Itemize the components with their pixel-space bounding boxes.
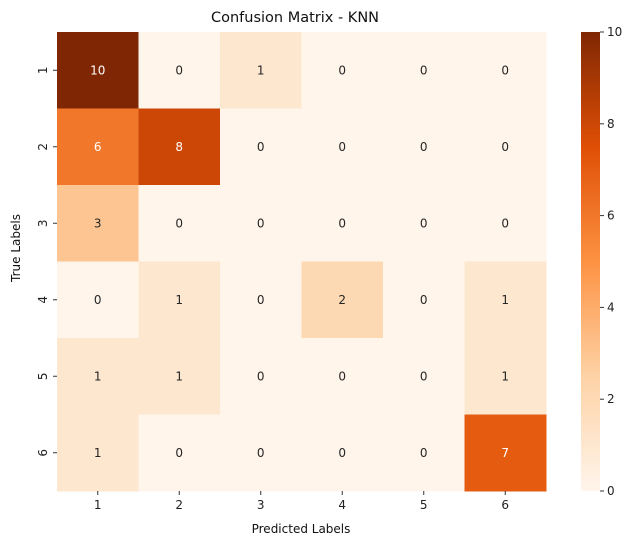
heatmap-cell-r2-c1 bbox=[57, 108, 139, 186]
heatmap-cell-r2-c2 bbox=[138, 108, 221, 186]
x-tick-label: 1 bbox=[94, 498, 102, 512]
heatmap-cell-r6-c5 bbox=[383, 414, 465, 492]
x-tick-label: 6 bbox=[501, 498, 509, 512]
cell-value-label: 10 bbox=[90, 63, 105, 77]
heatmap-cell-r6-c1 bbox=[57, 414, 139, 492]
heatmap-cell-r4-c3 bbox=[220, 261, 302, 339]
cell-value-label: 0 bbox=[175, 216, 183, 230]
cell-value-label: 0 bbox=[420, 369, 428, 383]
cell-value-label: 0 bbox=[94, 293, 102, 307]
heatmap-cell-r6-c6 bbox=[464, 414, 547, 492]
cell-value-label: 0 bbox=[175, 63, 183, 77]
heatmap-cell-r3-c3 bbox=[220, 185, 302, 262]
cell-value-label: 0 bbox=[257, 369, 265, 383]
heatmap-cell-r4-c1 bbox=[57, 261, 139, 339]
cell-value-label: 0 bbox=[420, 293, 428, 307]
cell-value-label: 1 bbox=[94, 369, 102, 383]
heatmap-cell-r1-c3 bbox=[220, 32, 302, 109]
colorbar-tick-label: 8 bbox=[607, 117, 615, 131]
cell-value-label: 1 bbox=[175, 369, 183, 383]
colorbar-tick-label: 4 bbox=[607, 300, 615, 314]
cell-value-label: 8 bbox=[175, 140, 183, 154]
cell-value-label: 0 bbox=[338, 369, 346, 383]
heatmap-cell-r5-c1 bbox=[57, 338, 139, 415]
cell-value-label: 0 bbox=[501, 63, 509, 77]
y-tick-label: 1 bbox=[36, 66, 50, 74]
cell-value-label: 0 bbox=[420, 216, 428, 230]
cell-value-label: 3 bbox=[94, 216, 102, 230]
heatmap-cell-r5-c2 bbox=[138, 338, 221, 415]
cell-value-label: 0 bbox=[338, 446, 346, 460]
cell-value-label: 0 bbox=[338, 216, 346, 230]
colorbar-gradient bbox=[581, 32, 600, 491]
colorbar-tick-label: 6 bbox=[607, 209, 615, 223]
heatmap-cell-r6-c2 bbox=[138, 414, 221, 492]
heatmap-cell-r2-c3 bbox=[220, 108, 302, 186]
cell-value-label: 0 bbox=[257, 216, 265, 230]
cell-value-label: 0 bbox=[257, 293, 265, 307]
heatmap-cell-r4-c5 bbox=[383, 261, 465, 339]
cell-value-label: 0 bbox=[338, 63, 346, 77]
y-axis-ticks: 1 2 3 4 5 6 bbox=[36, 66, 57, 457]
heatmap-cell-r3-c1 bbox=[57, 185, 139, 262]
heatmap-cells: 10 0 1 0 0 06 8 0 0 0 03 0 0 0 0 00 1 0 2 0 11 1 0 0 0 11 0 0 0 0 7 bbox=[57, 32, 547, 492]
cell-value-label: 1 bbox=[94, 446, 102, 460]
cell-value-label: 0 bbox=[501, 140, 509, 154]
heatmap-cell-r5-c3 bbox=[220, 338, 302, 415]
cell-value-label: 0 bbox=[338, 140, 346, 154]
cell-value-label: 1 bbox=[175, 293, 183, 307]
heatmap-cell-r1-c1 bbox=[57, 32, 139, 109]
heatmap-cell-r2-c4 bbox=[301, 108, 384, 186]
colorbar-tick-label: 10 bbox=[607, 25, 622, 39]
cell-value-label: 1 bbox=[257, 63, 265, 77]
heatmap-cell-r4-c6 bbox=[464, 261, 547, 339]
heatmap-cell-r1-c2 bbox=[138, 32, 221, 109]
x-axis-label: Predicted Labels bbox=[252, 522, 351, 536]
cell-value-label: 0 bbox=[175, 446, 183, 460]
heatmap-cell-r3-c2 bbox=[138, 185, 221, 262]
colorbar-tick-label: 0 bbox=[607, 484, 615, 498]
x-tick-label: 4 bbox=[338, 498, 346, 512]
x-tick-label: 5 bbox=[420, 498, 428, 512]
heatmap-cell-r5-c4 bbox=[301, 338, 384, 415]
y-tick-label: 6 bbox=[36, 449, 50, 457]
x-axis-ticks: 1 2 3 4 5 6 bbox=[94, 491, 509, 512]
cell-value-label: 7 bbox=[501, 446, 509, 460]
heatmap-cell-r6-c4 bbox=[301, 414, 384, 492]
cell-value-label: 0 bbox=[420, 63, 428, 77]
heatmap-cell-r3-c5 bbox=[383, 185, 465, 262]
heatmap-cell-r5-c5 bbox=[383, 338, 465, 415]
y-axis-label: True Labels bbox=[9, 214, 23, 283]
cell-value-label: 1 bbox=[501, 369, 509, 383]
chart-title: Confusion Matrix - KNN bbox=[211, 10, 379, 26]
cell-value-label: 0 bbox=[420, 140, 428, 154]
cell-value-label: 0 bbox=[420, 446, 428, 460]
heatmap-cell-r5-c6 bbox=[464, 338, 547, 415]
heatmap-cell-r4-c2 bbox=[138, 261, 221, 339]
heatmap-cell-r1-c5 bbox=[383, 32, 465, 109]
heatmap-cell-r3-c4 bbox=[301, 185, 384, 262]
heatmap-cell-r1-c4 bbox=[301, 32, 384, 109]
heatmap-cell-r3-c6 bbox=[464, 185, 547, 262]
colorbar-tick-label: 2 bbox=[607, 392, 615, 406]
heatmap-cell-r4-c4 bbox=[301, 261, 384, 339]
heatmap-cell-r2-c6 bbox=[464, 108, 547, 186]
cell-value-label: 0 bbox=[501, 216, 509, 230]
heatmap-cell-r2-c5 bbox=[383, 108, 465, 186]
cell-value-label: 2 bbox=[338, 293, 346, 307]
y-tick-label: 2 bbox=[36, 143, 50, 151]
heatmap-cell-r6-c3 bbox=[220, 414, 302, 492]
y-tick-label: 3 bbox=[36, 219, 50, 227]
x-tick-label: 2 bbox=[175, 498, 183, 512]
x-tick-label: 3 bbox=[257, 498, 265, 512]
cell-value-label: 6 bbox=[94, 140, 102, 154]
colorbar: 0 2 4 6 8 10 bbox=[581, 25, 622, 498]
cell-value-label: 0 bbox=[257, 140, 265, 154]
cell-value-label: 1 bbox=[501, 293, 509, 307]
heatmap-cell-r1-c6 bbox=[464, 32, 547, 109]
y-tick-label: 5 bbox=[36, 372, 50, 380]
y-tick-label: 4 bbox=[36, 296, 50, 304]
cell-value-label: 0 bbox=[257, 446, 265, 460]
